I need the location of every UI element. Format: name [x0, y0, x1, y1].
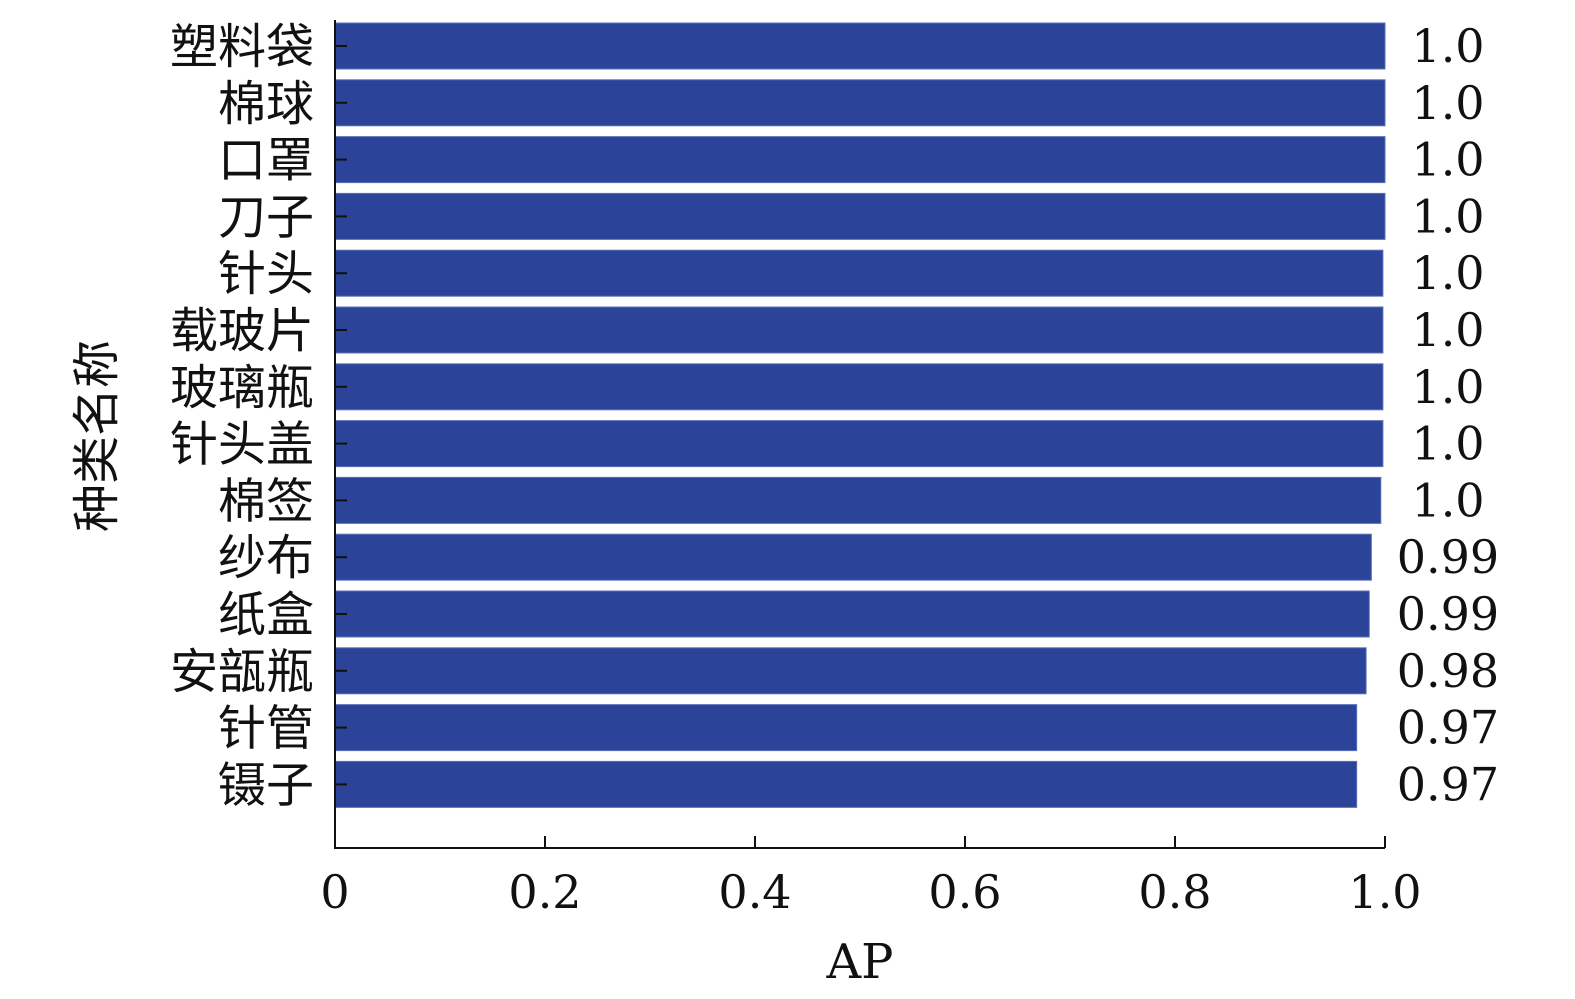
value-label-3: 1.0: [1411, 189, 1484, 243]
value-label-6: 1.0: [1411, 360, 1484, 414]
bar-12: [334, 704, 1358, 752]
x-tick-label-4: 0.8: [1138, 865, 1211, 919]
bar-9: [334, 533, 1372, 581]
bar-5: [334, 306, 1384, 354]
value-label-4: 1.0: [1411, 246, 1484, 300]
value-labels-layer: 1.01.01.01.01.01.01.01.01.00.990.990.980…: [1397, 19, 1499, 811]
value-label-0: 1.0: [1411, 19, 1484, 73]
value-label-9: 0.99: [1397, 530, 1499, 584]
category-label-13: 镊子: [218, 757, 314, 813]
bars-layer: [334, 22, 1386, 808]
category-label-5: 载玻片: [170, 303, 314, 359]
bar-11: [334, 647, 1367, 695]
bar-7: [334, 420, 1384, 468]
category-label-10: 纸盒: [218, 587, 314, 643]
category-label-8: 棉签: [218, 473, 314, 529]
category-label-3: 刀子: [218, 189, 314, 245]
category-label-12: 针管: [218, 701, 314, 757]
x-tick-label-5: 1.0: [1348, 865, 1421, 919]
bar-1: [334, 79, 1386, 127]
category-label-0: 塑料袋: [170, 19, 314, 75]
x-ticks-layer: [334, 836, 1386, 848]
x-tick-label-0: 0: [320, 865, 349, 919]
category-label-7: 针头盖: [170, 417, 314, 473]
bar-4: [334, 249, 1384, 297]
value-label-5: 1.0: [1411, 303, 1484, 357]
bar-13: [334, 760, 1358, 808]
value-label-12: 0.97: [1397, 701, 1499, 755]
x-tick-label-1: 0.2: [508, 865, 581, 919]
value-label-13: 0.97: [1397, 757, 1499, 811]
value-label-7: 1.0: [1411, 417, 1484, 471]
category-label-9: 纱布: [218, 530, 314, 586]
bar-8: [334, 476, 1382, 524]
category-label-1: 棉球: [218, 76, 314, 132]
bar-6: [334, 363, 1384, 411]
x-tick-label-3: 0.6: [928, 865, 1001, 919]
x-tick-labels-layer: 0 0.2 0.4 0.6 0.8 1.0: [320, 865, 1421, 919]
value-label-1: 1.0: [1411, 76, 1484, 130]
category-label-4: 针头: [218, 246, 314, 302]
category-label-11: 安瓿瓶: [170, 644, 314, 700]
value-label-10: 0.99: [1397, 587, 1499, 641]
y-axis-title: 种类名称: [69, 340, 125, 532]
value-label-11: 0.98: [1397, 644, 1499, 698]
category-label-2: 口罩: [218, 133, 314, 189]
bar-10: [334, 590, 1370, 638]
bar-3: [334, 192, 1386, 240]
value-label-2: 1.0: [1411, 133, 1484, 187]
x-tick-label-2: 0.4: [718, 865, 791, 919]
bar-0: [334, 22, 1386, 70]
category-ticks-layer: [335, 45, 347, 786]
category-label-6: 玻璃瓶: [170, 360, 314, 416]
value-label-8: 1.0: [1411, 473, 1484, 527]
x-axis-title: AP: [826, 934, 894, 990]
bar-2: [334, 136, 1386, 184]
